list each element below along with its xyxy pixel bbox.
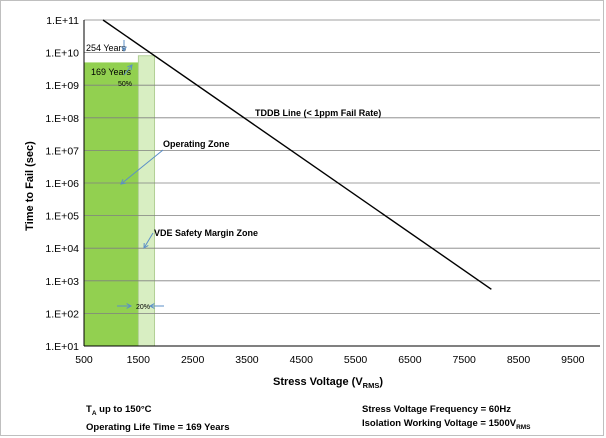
y-axis-title: Time to Fail (sec) <box>24 141 36 231</box>
label-50-percent: 50% <box>118 81 132 88</box>
arrow-20-percent-left <box>117 303 133 309</box>
y-tick-label: 1.E+06 <box>45 178 79 190</box>
x-axis-title: Stress Voltage (VRMS) <box>273 376 383 390</box>
tddb-series-line <box>102 19 492 290</box>
label-20-percent: 20% <box>136 304 150 311</box>
y-tick-label: 1.E+09 <box>45 80 79 92</box>
arrow-20-percent-right <box>148 303 164 309</box>
operating-zone-rect <box>84 62 139 347</box>
footer-right: Stress Voltage Frequency = 60Hz Isolatio… <box>362 403 531 435</box>
y-tick-label: 1.E+01 <box>45 341 79 353</box>
x-tick-label: 500 <box>75 354 93 366</box>
x-tick-label: 9500 <box>561 354 585 366</box>
y-tick-label: 1.E+08 <box>45 113 79 125</box>
label-tddb-line: TDDB Line (< 1ppm Fail Rate) <box>255 108 381 118</box>
arrow-254-years <box>121 40 127 53</box>
y-tick-label: 1.E+11 <box>46 15 79 27</box>
label-operating-zone: Operating Zone <box>163 139 230 149</box>
operating-life-note: Operating Life Time = 169 Years <box>86 421 230 433</box>
arrow-vde-safety-margin <box>143 232 154 249</box>
x-tick-label: 3500 <box>235 354 259 366</box>
y-tick-label: 1.E+03 <box>45 276 79 288</box>
x-tick-label: 1500 <box>127 354 151 366</box>
y-tick-label: 1.E+07 <box>45 145 79 157</box>
x-tick-label: 6500 <box>398 354 422 366</box>
stress-frequency-note: Stress Voltage Frequency = 60Hz <box>362 404 511 415</box>
vde-safety-margin-rect <box>137 55 156 347</box>
ambient-temperature-note: TA up to 150°C <box>86 404 152 417</box>
arrow-169-years <box>123 64 133 76</box>
x-tick-label: 2500 <box>181 354 205 366</box>
x-tick-label: 5500 <box>344 354 368 366</box>
y-tick-label: 1.E+02 <box>45 308 79 320</box>
isolation-voltage-note: Isolation Working Voltage = 1500VRMS <box>362 418 531 431</box>
y-tick-label: 1.E+05 <box>45 211 79 223</box>
y-tick-label: 1.E+10 <box>45 48 79 60</box>
arrow-operating-zone <box>120 149 164 185</box>
x-tick-label: 7500 <box>453 354 477 366</box>
x-tick-label: 8500 <box>507 354 531 366</box>
label-254-years: 254 Years <box>86 43 127 53</box>
footer-left: TA up to 150°C Operating Life Time = 169… <box>86 403 230 435</box>
y-tick-label: 1.E+04 <box>45 243 79 255</box>
label-169-years: 169 Years <box>91 67 132 77</box>
x-tick-label: 4500 <box>290 354 314 366</box>
label-vde-safety-margin: VDE Safety Margin Zone <box>154 228 258 238</box>
